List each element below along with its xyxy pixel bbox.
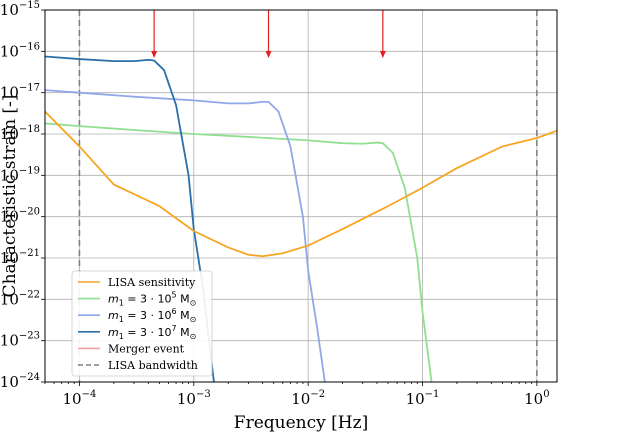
y-tick-label: 10−23	[0, 331, 40, 350]
y-tick-label: 10−17	[0, 83, 40, 102]
legend-label: Merger event	[108, 342, 185, 355]
merger-arrow-head	[379, 51, 386, 58]
series-line	[45, 89, 326, 382]
legend-label: LISA sensitivity	[108, 276, 196, 289]
axis-labels: Frequency [Hz] Characteristic strain [-]	[0, 95, 368, 433]
y-tick-label: 10−24	[0, 372, 40, 391]
axis-ticks: 10−4 10−3 10−2 10−1 100 10−15 10−16 10−17 10−18 1…	[0, 0, 550, 408]
x-tick-label: 10−2	[291, 389, 325, 408]
legend-box	[71, 270, 213, 377]
legend-label: LISA bandwidth	[108, 359, 198, 372]
legend-label: m1 = 3 · 107 M⊙	[108, 324, 196, 341]
y-tick-label: 10−20	[0, 207, 40, 226]
merger-arrows	[151, 10, 386, 58]
series-line	[45, 110, 557, 258]
y-tick-label: 10−22	[0, 289, 40, 308]
x-axis-label: Frequency [Hz]	[234, 413, 368, 433]
y-tick-label: 10−21	[0, 248, 40, 267]
y-axis-label: Characteristic strain [-]	[0, 95, 20, 298]
legend-label: m1 = 3 · 105 M⊙	[108, 291, 196, 308]
x-tick-label: 10−3	[177, 389, 211, 408]
merger-arrow-head	[265, 51, 272, 58]
x-tick-label: 10−4	[63, 389, 97, 408]
y-tick-label: 10−19	[0, 165, 40, 184]
legend-label: m1 = 3 · 106 M⊙	[108, 307, 196, 324]
merger-arrow-head	[151, 51, 158, 58]
series-line	[45, 122, 433, 382]
plot-frame	[44, 9, 558, 383]
y-tick-label: 10−15	[0, 0, 40, 19]
x-tick-label: 100	[524, 389, 549, 408]
x-tick-label: 10−1	[406, 389, 440, 408]
y-tick-label: 10−16	[0, 41, 40, 60]
y-tick-label: 10−18	[0, 124, 40, 143]
